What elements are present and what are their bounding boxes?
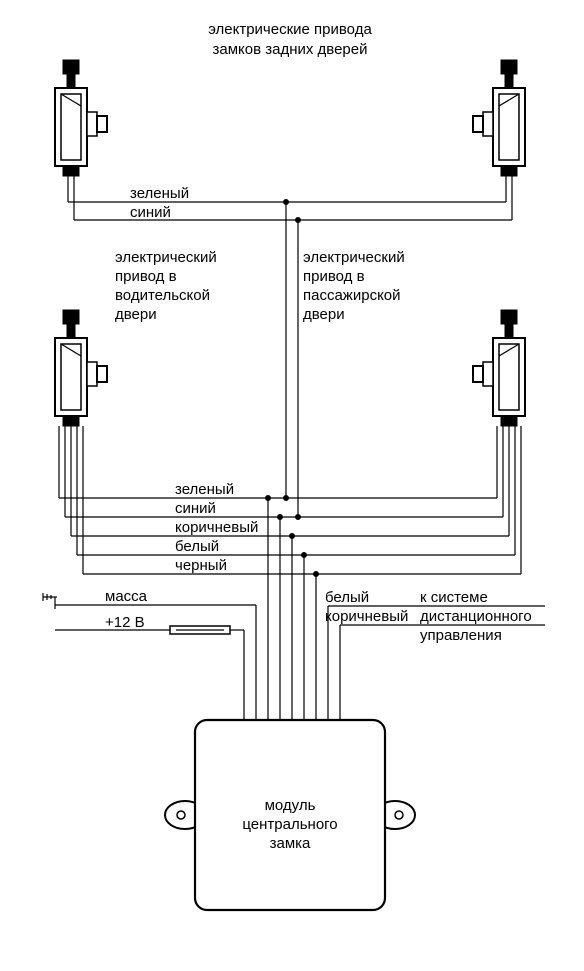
- label-mid-green: зеленый: [175, 481, 234, 498]
- label-pass-2: привод в: [303, 268, 365, 285]
- module-label-3: замка: [270, 835, 311, 852]
- module-label-2: центрального: [242, 816, 337, 833]
- label-remote-brown: коричневый: [325, 608, 408, 625]
- label-remote-sys-2: дистанционного: [420, 608, 532, 625]
- title-rear-line1: электрические привода: [208, 21, 372, 38]
- label-remote-white: белый: [325, 589, 369, 606]
- label-12v: +12 В: [105, 614, 145, 631]
- module-label-1: модуль: [265, 797, 316, 814]
- label-remote-sys-3: управления: [420, 627, 502, 644]
- label-pass-3: пассажирской: [303, 287, 401, 304]
- label-mid-brown: коричневый: [175, 519, 258, 536]
- actuator-front-left: [55, 310, 107, 438]
- label-mass: масса: [105, 588, 148, 605]
- actuator-rear-left: [55, 60, 107, 188]
- label-driver-2: привод в: [115, 268, 177, 285]
- junction-dot: [284, 200, 289, 205]
- title-rear-line2: замков задних дверей: [212, 41, 367, 58]
- label-driver-1: электрический: [115, 249, 217, 266]
- label-mid-white: белый: [175, 538, 219, 555]
- junction-dot: [284, 496, 289, 501]
- label-mid-blue: синий: [175, 500, 216, 517]
- label-green-top: зеленый: [130, 185, 189, 202]
- actuator-front-right: [473, 310, 525, 438]
- label-driver-4: двери: [115, 306, 157, 323]
- label-blue-top: синий: [130, 204, 171, 221]
- label-pass-1: электрический: [303, 249, 405, 266]
- label-pass-4: двери: [303, 306, 345, 323]
- junction-dot: [296, 218, 301, 223]
- label-remote-sys-1: к системе: [420, 589, 488, 606]
- label-mid-black: черный: [175, 557, 227, 574]
- actuator-rear-right: [473, 60, 525, 188]
- central-lock-module: [165, 720, 415, 910]
- label-driver-3: водительской: [115, 287, 210, 304]
- junction-dot: [296, 515, 301, 520]
